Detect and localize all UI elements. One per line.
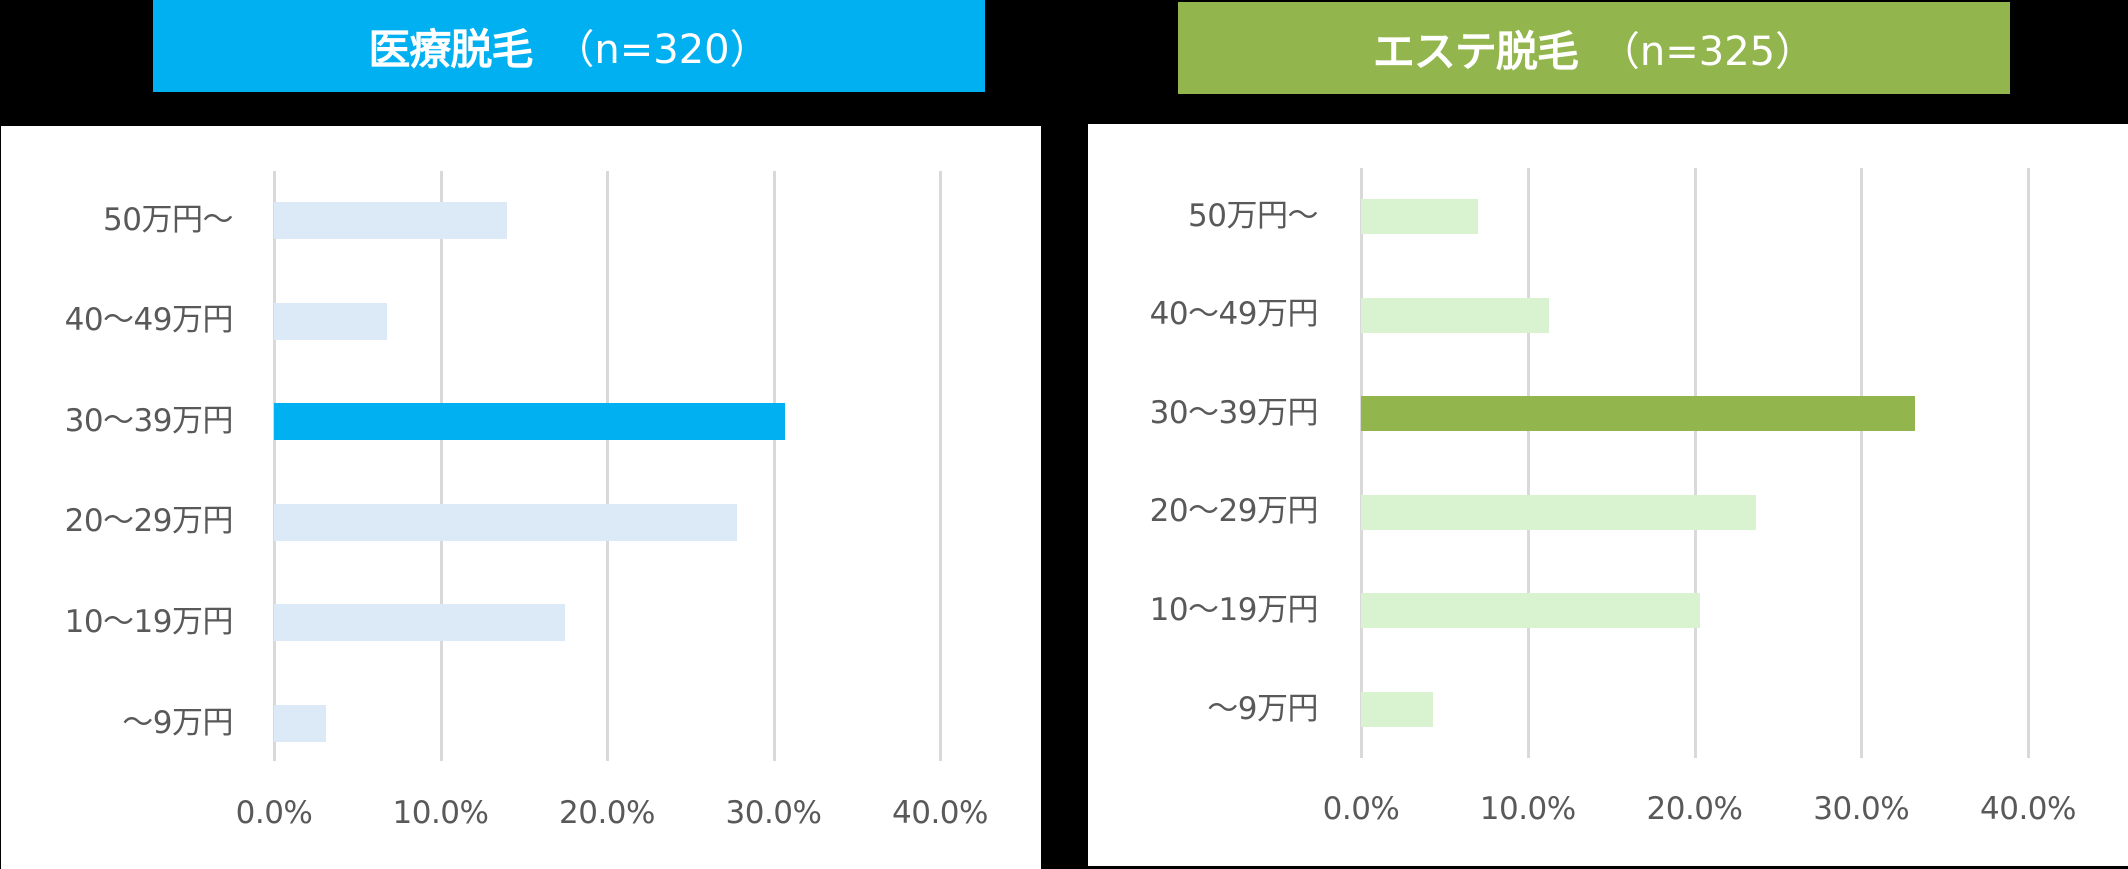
bar-chart-plot-area — [1360, 168, 2030, 758]
bar-1 — [274, 302, 388, 340]
x-tick-label: 20.0% — [1646, 791, 1743, 827]
gridline — [1526, 168, 1530, 758]
bar-4 — [1361, 593, 1700, 629]
bar-2 — [274, 403, 786, 441]
esthetic-chart-panel: 50万円〜 40〜49万円 30〜39万円 20〜29万円 10〜19万円〜9万円 0.… — [1088, 124, 2128, 866]
x-tick-label: 30.0% — [1813, 791, 1910, 827]
category-label: 20〜29万円 — [64, 503, 234, 540]
category-label: 50万円〜 — [1188, 197, 1318, 234]
sample-size-label: （n=320） — [554, 27, 770, 73]
bar-0 — [1361, 199, 1478, 234]
bar-3 — [274, 503, 737, 541]
x-tick-label: 0.0% — [1322, 791, 1400, 827]
bar-3 — [1361, 494, 1757, 530]
x-tick-label: 30.0% — [725, 795, 822, 831]
chart-title: エステ脱毛 — [1372, 26, 1579, 76]
bar-4 — [274, 604, 566, 642]
category-label: 〜9万円 — [122, 704, 233, 741]
category-label: 30〜39万円 — [1149, 394, 1319, 431]
x-tick-label: 10.0% — [392, 795, 489, 831]
category-label: 10〜19万円 — [64, 603, 234, 640]
gridline — [606, 171, 609, 761]
gridline — [439, 171, 443, 761]
chart-title: 医療脱毛 — [368, 24, 533, 74]
gridline — [772, 171, 776, 761]
bar-1 — [1361, 297, 1550, 333]
x-tick-label: 40.0% — [1980, 791, 2076, 827]
gridline — [273, 171, 276, 761]
gridline — [939, 171, 942, 761]
x-tick-label: 40.0% — [892, 795, 988, 831]
x-tick-label: 0.0% — [235, 795, 313, 831]
bar-5 — [1361, 692, 1433, 727]
category-label: 〜9万円 — [1207, 690, 1318, 727]
x-tick-label: 20.0% — [559, 795, 655, 831]
medical-hair-removal-header: 医療脱毛 （n=320） — [153, 0, 985, 92]
bar-chart-plot-area — [273, 171, 942, 761]
bar-5 — [274, 705, 326, 742]
category-label: 30〜39万円 — [64, 402, 234, 439]
category-label: 40〜49万円 — [64, 302, 234, 339]
bar-0 — [274, 202, 508, 239]
esthetic-hair-removal-header: エステ脱毛 （n=325） — [1178, 2, 2010, 94]
category-label: 10〜19万円 — [1149, 591, 1319, 628]
sample-size-label: （n=325） — [1599, 29, 1816, 75]
x-tick-label: 10.0% — [1479, 791, 1576, 827]
category-label: 40〜49万円 — [1149, 296, 1319, 333]
gridline — [1360, 168, 1363, 758]
category-label: 50万円〜 — [103, 201, 233, 238]
category-label: 20〜29万円 — [1149, 493, 1319, 530]
gridline — [1860, 168, 1864, 758]
medical-chart-panel: 50万円〜 40〜49万円 30〜39万円 20〜29万円 10〜19万円〜9万円 0.… — [1, 126, 1041, 869]
gridline — [1693, 168, 1697, 758]
gridline — [2027, 168, 2030, 758]
bar-2 — [1361, 396, 1915, 432]
